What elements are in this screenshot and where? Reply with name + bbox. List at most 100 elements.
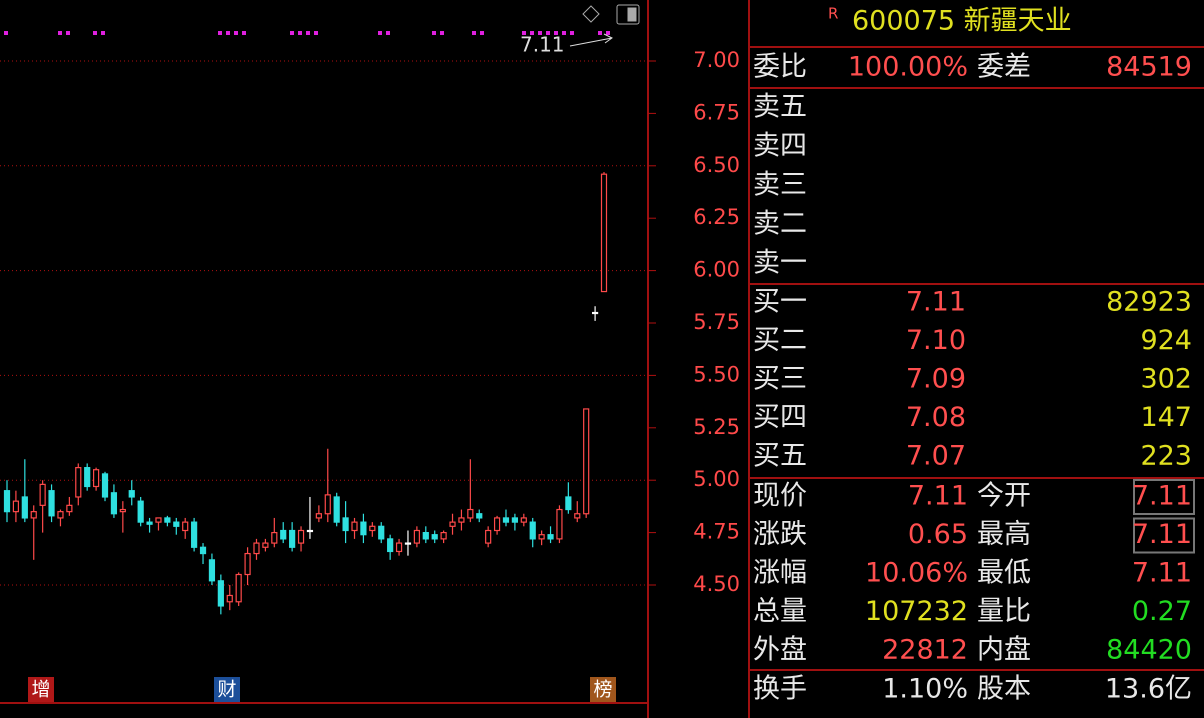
candle-body [280,529,287,540]
panel-text: 内盘 [977,635,1031,666]
candle-body [324,494,331,515]
dot [218,31,222,35]
candle-body [271,531,278,544]
code-mark: R [828,5,838,23]
panel-text: 1.10% [882,674,968,705]
ask-label: 卖三 [753,170,807,201]
panel-text: 7.07 [906,441,966,472]
candle-body [369,525,376,532]
y-tick-label: 6.75 [693,100,740,124]
candle-body [101,473,109,498]
panel-text: 147 [1140,402,1192,433]
dot [378,31,382,35]
candle-body [128,490,135,498]
candle-body [12,500,20,513]
candle-body [39,483,46,506]
panel-text: 买五 [753,441,807,472]
candle-body [155,517,162,523]
panel-text: 13.6亿 [1105,674,1192,705]
candle-body [315,513,322,519]
candle-body [289,529,296,548]
dot [440,31,444,35]
candle-body [208,559,216,582]
panel-text: 7.11 [906,287,966,318]
panel-text: 买三 [753,364,807,395]
candle-body [413,529,420,544]
dot [101,31,105,35]
panel-text: 买二 [753,325,807,356]
candle-body [66,504,73,513]
stock-title: 600075 新疆天业 [852,6,1072,37]
candle-body [458,517,465,523]
panel-text: 涨跌 [753,519,807,550]
dot [606,31,610,35]
candle-body [333,496,340,523]
candle-body [583,408,590,515]
candle-body [565,496,572,511]
candle-body [262,542,269,548]
candle-body [226,594,233,603]
candle-body [395,542,403,553]
candle-body [253,542,260,555]
badge[interactable]: 增 [31,679,50,701]
panel-text: 7.08 [906,402,966,433]
panel-text: 107232 [865,596,968,627]
panel-text: 0.65 [908,519,968,550]
dot [4,31,8,35]
badge[interactable]: 财 [217,679,236,701]
candle-body [431,534,438,540]
dot [562,31,566,35]
candle-body [57,511,64,519]
dot [546,31,550,35]
badge-bg [214,677,240,702]
panel-text: 买一 [753,287,807,318]
panel-text: 委比 [753,52,807,83]
panel-text: 换手 [753,674,807,705]
panel-text: 84519 [1106,52,1192,83]
panel-text: 100.00% [848,52,968,83]
top-icons[interactable] [582,4,640,25]
candle-body [404,542,412,545]
candle-body [84,467,91,488]
y-tick-label: 6.50 [693,153,740,177]
candle-body [351,521,358,532]
panel-lines [749,46,1204,671]
candle-body [556,508,563,540]
panel-text: 0.27 [1132,596,1192,627]
candle-body [502,517,510,523]
panel-text: 总量 [753,596,807,627]
dot [66,31,70,35]
y-tick-label: 5.75 [693,310,740,334]
candle-body [574,513,581,519]
panel-text: 7.11 [908,481,968,512]
candle-body [30,511,37,519]
candle-body [591,311,599,315]
dot [242,31,246,35]
panel-text: 7.10 [906,325,966,356]
candle-body [191,521,198,548]
panel-text: 委差 [977,52,1031,83]
panel-text: 7.11 [1132,558,1192,589]
panel-text: 量比 [977,596,1031,627]
dot [314,31,318,35]
candle-body [119,508,126,513]
candle-body [493,517,501,532]
panel-text: 10.06% [865,558,968,589]
badge[interactable]: 榜 [593,679,612,701]
y-tick-label: 6.25 [693,205,740,229]
candle-body [485,529,492,544]
annotation-arrow [569,33,613,47]
candle-body [173,521,180,527]
candle-body [422,531,429,540]
candle-body [146,521,153,525]
panel-text: 924 [1140,325,1192,356]
y-tick-label: 4.50 [693,572,740,596]
y-tick-label: 7.00 [693,48,740,72]
dot [598,31,602,35]
ask-label: 卖二 [753,209,807,240]
candle-body [440,531,447,540]
badge-bg [590,677,616,702]
candle-body [110,492,118,515]
dot [298,31,302,35]
